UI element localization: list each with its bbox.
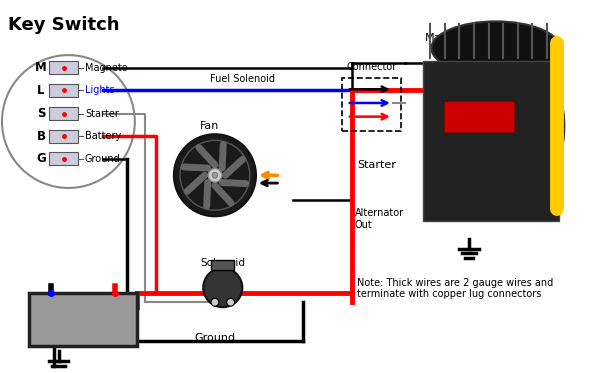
Text: Ground: Ground — [85, 154, 121, 164]
Circle shape — [203, 268, 242, 307]
Circle shape — [208, 169, 222, 182]
Text: Fuel Solenoid: Fuel Solenoid — [210, 74, 275, 84]
Circle shape — [174, 134, 256, 216]
Text: Lights: Lights — [85, 85, 115, 95]
FancyBboxPatch shape — [49, 152, 78, 165]
Text: M: M — [35, 61, 47, 74]
Text: Note: Thick wires are 2 gauge wires and
terminate with copper lug connectors: Note: Thick wires are 2 gauge wires and … — [356, 278, 553, 300]
Text: G: G — [36, 152, 46, 165]
Text: -: - — [46, 309, 55, 329]
FancyBboxPatch shape — [443, 101, 514, 132]
Text: Alternator
Out: Alternator Out — [355, 209, 404, 230]
Text: Magneto: Magneto — [425, 34, 474, 44]
Text: Starter: Starter — [85, 109, 119, 119]
Circle shape — [227, 298, 235, 306]
FancyBboxPatch shape — [423, 61, 559, 221]
Circle shape — [212, 172, 218, 178]
Text: L: L — [37, 84, 45, 97]
Text: Ground: Ground — [194, 333, 236, 344]
Text: Fan: Fan — [200, 122, 220, 131]
FancyBboxPatch shape — [49, 62, 78, 74]
Text: Connector: Connector — [346, 62, 397, 72]
FancyBboxPatch shape — [211, 260, 235, 270]
Text: B: B — [37, 130, 46, 143]
Text: Battery: Battery — [85, 131, 121, 141]
FancyBboxPatch shape — [49, 107, 78, 120]
Text: Magneto: Magneto — [85, 63, 128, 73]
Text: S: S — [37, 107, 45, 120]
FancyBboxPatch shape — [49, 84, 78, 97]
Ellipse shape — [428, 39, 564, 214]
Text: Starter: Starter — [358, 160, 397, 170]
Text: Key Switch: Key Switch — [8, 16, 119, 34]
Ellipse shape — [431, 21, 560, 75]
Text: Solenoid: Solenoid — [200, 258, 245, 268]
Circle shape — [211, 298, 219, 306]
FancyBboxPatch shape — [29, 292, 137, 346]
FancyBboxPatch shape — [49, 130, 78, 142]
Text: +: + — [106, 309, 125, 329]
